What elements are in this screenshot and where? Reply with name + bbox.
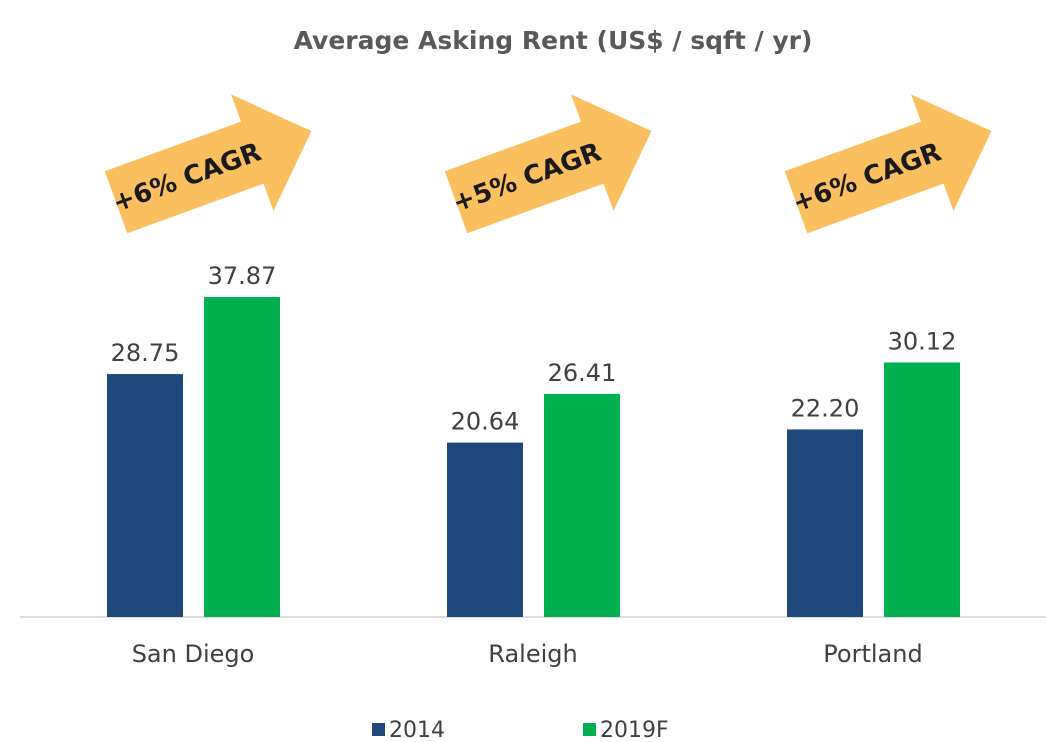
bar [447, 442, 523, 617]
x-tick-label: Portland [823, 640, 922, 668]
arrow-shape [444, 94, 652, 234]
value-label: 26.41 [548, 359, 617, 387]
value-label: 20.64 [451, 408, 520, 436]
value-label: 37.87 [208, 262, 277, 290]
x-tick-label: San Diego [132, 640, 255, 668]
legend-swatch [372, 723, 385, 736]
legend-swatch [583, 723, 596, 736]
bar [204, 296, 280, 617]
arrow-shape [104, 94, 312, 234]
cagr-arrow: +6% CAGR [784, 94, 992, 234]
cagr-arrow: +5% CAGR [444, 94, 652, 234]
value-label: 22.20 [791, 394, 860, 422]
chart-title: Average Asking Rent (US$ / sqft / yr) [294, 26, 813, 55]
value-label: 28.75 [111, 339, 180, 367]
value-label: 30.12 [888, 327, 957, 355]
x-tick-label: Raleigh [488, 640, 577, 668]
legend-label: 2019F [600, 718, 669, 742]
bar [884, 362, 960, 617]
bar [787, 429, 863, 617]
legend-label: 2014 [389, 718, 445, 742]
bar [544, 393, 620, 617]
arrow-shape [784, 94, 992, 234]
bar [107, 374, 183, 617]
cagr-arrow: +6% CAGR [104, 94, 312, 234]
